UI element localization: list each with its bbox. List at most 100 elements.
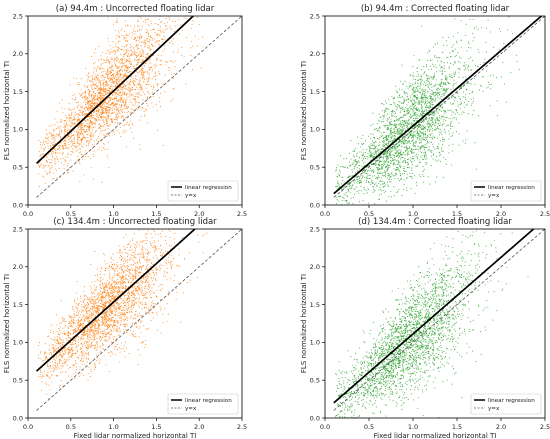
data-point xyxy=(351,174,353,176)
data-point xyxy=(112,41,114,43)
data-point xyxy=(95,103,97,105)
data-point xyxy=(419,138,421,140)
data-point xyxy=(139,29,141,31)
data-point xyxy=(152,88,154,90)
data-point xyxy=(373,129,375,131)
data-point xyxy=(173,72,175,74)
data-point xyxy=(154,63,156,65)
data-point xyxy=(91,139,93,141)
data-point xyxy=(125,33,127,35)
data-point xyxy=(389,166,391,168)
data-point xyxy=(353,168,355,170)
data-point xyxy=(375,182,377,184)
data-point xyxy=(409,159,411,161)
data-point xyxy=(367,153,369,155)
data-point xyxy=(104,109,106,111)
data-point xyxy=(408,119,410,121)
data-point xyxy=(445,88,447,90)
data-point xyxy=(97,136,99,138)
data-point xyxy=(463,65,465,67)
data-point xyxy=(152,44,154,46)
data-point xyxy=(445,91,447,93)
data-point xyxy=(416,117,419,120)
data-point xyxy=(389,173,391,175)
data-point xyxy=(448,133,450,135)
data-point xyxy=(433,73,436,75)
data-point xyxy=(80,148,82,150)
data-point xyxy=(60,121,62,123)
data-point xyxy=(440,132,442,134)
data-point xyxy=(386,120,388,122)
data-point xyxy=(65,123,68,125)
data-point xyxy=(104,106,106,108)
data-point xyxy=(449,83,451,85)
data-point xyxy=(460,103,462,105)
data-point xyxy=(425,89,427,92)
data-point xyxy=(144,115,146,117)
data-point xyxy=(407,123,409,125)
data-point xyxy=(129,101,131,103)
data-point xyxy=(414,146,416,148)
data-point xyxy=(174,60,176,62)
data-point xyxy=(437,148,439,150)
data-point xyxy=(116,119,118,121)
data-point xyxy=(447,56,449,59)
data-point xyxy=(54,137,56,139)
data-point xyxy=(420,69,422,71)
data-point xyxy=(59,147,61,149)
data-point xyxy=(81,133,83,135)
data-point xyxy=(114,30,116,32)
data-point xyxy=(360,189,362,192)
data-point xyxy=(426,97,428,99)
data-point xyxy=(422,124,424,126)
data-point xyxy=(62,111,64,114)
data-point xyxy=(346,195,348,197)
data-point xyxy=(440,81,442,83)
data-point xyxy=(137,39,139,41)
data-point xyxy=(156,34,159,37)
data-point xyxy=(89,127,91,130)
data-point xyxy=(106,61,108,63)
data-point xyxy=(443,45,445,47)
data-point xyxy=(109,115,111,117)
data-point xyxy=(374,153,376,155)
data-point xyxy=(95,70,97,72)
data-point xyxy=(107,69,109,71)
data-point xyxy=(422,138,424,140)
data-point xyxy=(129,93,131,95)
data-point xyxy=(191,40,193,42)
data-point xyxy=(399,121,402,123)
data-point xyxy=(101,96,103,98)
data-point xyxy=(61,99,63,101)
data-point xyxy=(392,164,394,166)
data-point xyxy=(404,168,406,170)
data-point xyxy=(150,22,152,24)
data-point xyxy=(78,104,80,106)
data-point xyxy=(160,60,162,62)
data-point xyxy=(78,133,80,135)
data-point xyxy=(386,169,388,171)
data-point xyxy=(109,109,111,111)
data-point xyxy=(120,99,122,101)
data-point xyxy=(125,72,127,74)
data-point xyxy=(138,58,140,60)
data-point xyxy=(133,80,136,82)
data-point xyxy=(141,51,143,53)
data-point xyxy=(376,173,379,175)
data-point xyxy=(134,78,137,80)
data-point xyxy=(162,83,164,85)
data-point xyxy=(90,75,92,77)
data-point xyxy=(61,107,63,109)
data-point xyxy=(447,87,449,89)
data-point xyxy=(146,122,148,124)
data-point xyxy=(84,113,86,115)
data-point xyxy=(455,54,457,56)
data-point xyxy=(430,150,432,152)
data-point xyxy=(393,137,395,139)
data-point xyxy=(427,120,429,122)
data-point xyxy=(68,114,70,116)
data-point xyxy=(54,129,56,132)
data-point xyxy=(74,121,76,123)
data-point xyxy=(128,125,130,127)
data-point xyxy=(133,104,135,106)
